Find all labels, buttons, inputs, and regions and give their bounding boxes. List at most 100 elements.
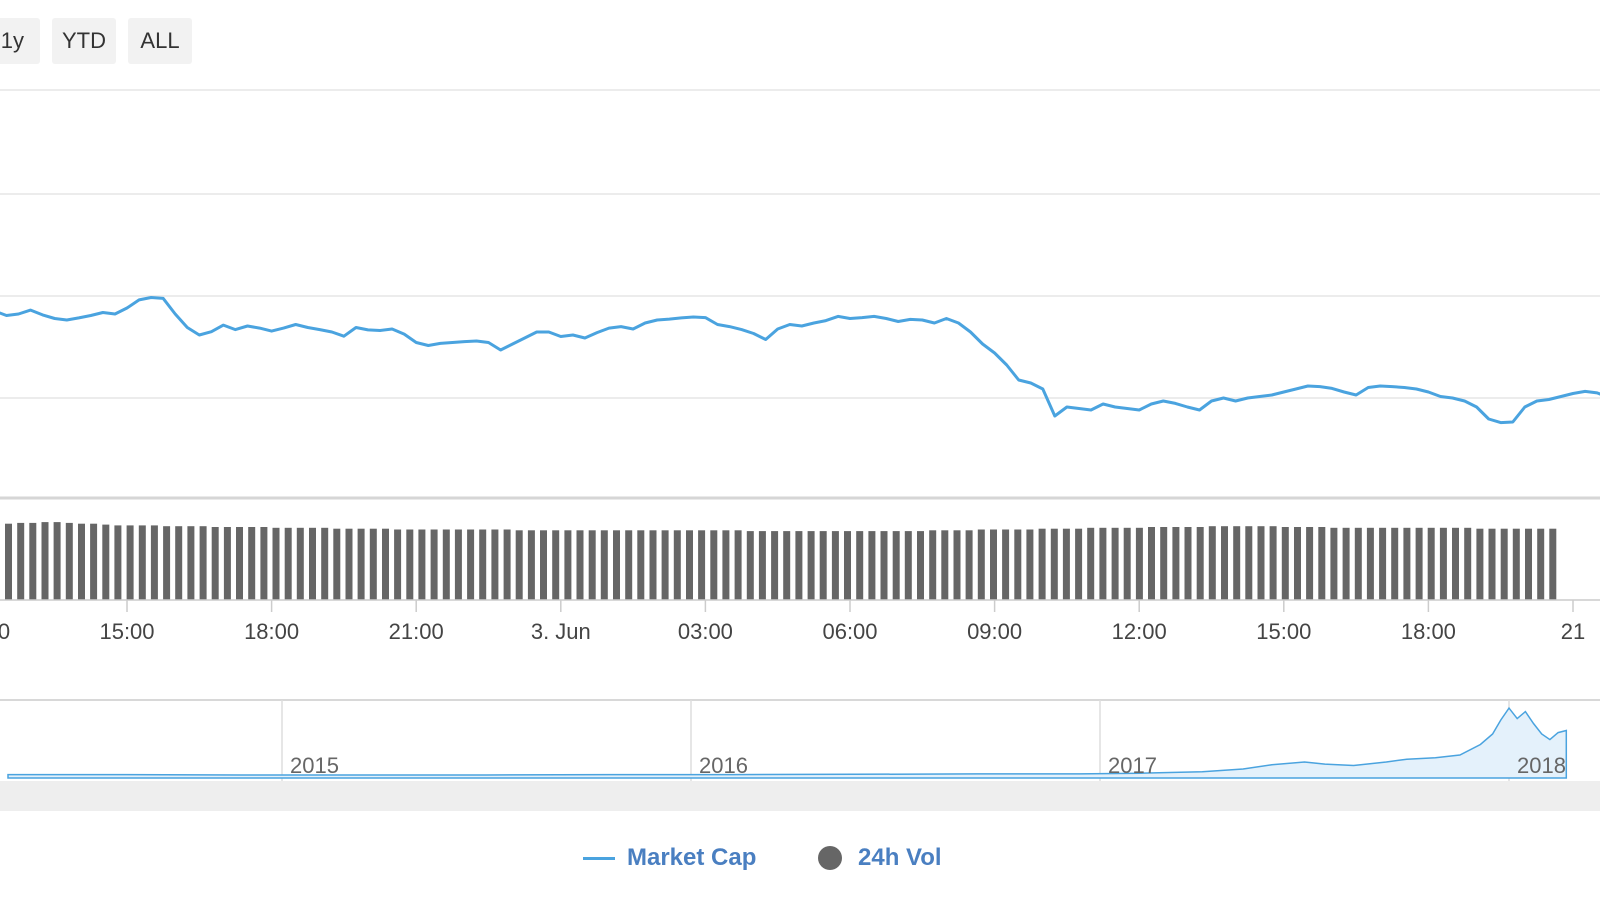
volume-bar <box>1512 528 1520 600</box>
volume-bar <box>1196 527 1204 600</box>
volume-bar <box>1330 527 1338 600</box>
volume-bar <box>929 530 937 600</box>
range-button-ytd-label: YTD <box>62 28 106 53</box>
volume-bar <box>260 527 268 600</box>
volume-bar <box>102 524 110 600</box>
volume-bar <box>1488 528 1496 600</box>
volume-bar <box>977 529 985 600</box>
volume-bar <box>1379 527 1387 600</box>
volume-bar <box>309 527 316 600</box>
volume-bar <box>637 530 645 600</box>
volume-bar <box>1342 527 1350 600</box>
volume-bar <box>1026 529 1034 600</box>
volume-bar <box>527 530 535 600</box>
x-axis-label: 12:00 <box>1112 619 1167 644</box>
legend-item-24h-vol[interactable]: 24h Vol <box>818 838 942 878</box>
volume-bar <box>613 530 620 600</box>
volume-bar <box>1099 527 1107 600</box>
x-axis-label: 18:00 <box>244 619 299 644</box>
volume-bar <box>625 530 633 600</box>
x-axis-label: 21:00 <box>389 619 444 644</box>
volume-bar <box>1111 527 1119 600</box>
x-axis-label: 15:00 <box>1256 619 1311 644</box>
volume-bar <box>1135 527 1143 600</box>
volume-bar <box>941 530 949 600</box>
volume-bar <box>673 530 681 600</box>
volume-bar <box>223 527 231 600</box>
range-button-1y[interactable]: 1y <box>0 18 40 64</box>
range-button-1y-label: 1y <box>0 28 24 53</box>
volume-bar <box>114 525 122 600</box>
volume-bar <box>175 526 183 600</box>
volume-bar <box>418 529 426 600</box>
x-axis-label: 09:00 <box>967 619 1022 644</box>
volume-bar <box>442 529 450 600</box>
volume-bar <box>844 531 851 600</box>
navigator[interactable]: 2015 2016 2017 2018 <box>0 699 1600 781</box>
volume-bar <box>345 528 353 600</box>
volume-bar <box>1354 527 1362 600</box>
volume-bar <box>382 528 389 600</box>
volume-bar <box>1549 528 1557 600</box>
volume-bar <box>41 522 49 600</box>
volume-bar <box>576 530 584 600</box>
navigator-series-area <box>7 706 1568 779</box>
volume-bar <box>746 531 754 600</box>
x-axis-labels: 0 15:00 18:00 21:00 3. Jun 03:00 06:00 09:00 12:… <box>0 619 1585 644</box>
volume-bar <box>138 525 146 600</box>
volume-bar <box>540 530 547 600</box>
volume-legend-symbol <box>818 846 842 870</box>
volume-bar <box>5 523 12 600</box>
navigator-scrollbar[interactable] <box>0 781 1600 811</box>
x-axis-label: 03:00 <box>678 619 733 644</box>
volume-bar <box>795 531 803 600</box>
navigator-year-label: 2015 <box>290 753 339 778</box>
volume-bar <box>29 522 37 600</box>
volume-bar <box>491 529 499 600</box>
volume-bar <box>1427 527 1435 600</box>
volume-bar <box>661 530 669 600</box>
volume-bar <box>163 526 171 600</box>
range-button-all[interactable]: ALL <box>128 18 192 64</box>
volume-bar <box>1087 527 1095 600</box>
volume-bar <box>357 528 365 600</box>
volume-bar <box>53 522 61 600</box>
volume-bar <box>758 531 766 600</box>
volume-bar <box>1318 527 1326 600</box>
volume-bar <box>771 531 779 600</box>
volume-bar <box>369 528 377 600</box>
range-button-all-label: ALL <box>140 28 180 53</box>
volume-bar <box>211 527 219 600</box>
market-cap-legend-symbol <box>583 856 615 860</box>
volume-bar <box>1160 527 1168 600</box>
volume-bar <box>649 530 657 600</box>
volume-bar <box>272 527 280 600</box>
volume-bar <box>65 522 73 600</box>
volume-bar <box>1269 526 1277 600</box>
volume-bar <box>1415 527 1423 600</box>
volume-bar <box>1148 527 1155 600</box>
volume-bar <box>698 530 706 600</box>
legend-item-market-cap[interactable]: Market Cap <box>583 838 756 878</box>
volume-bar <box>1233 526 1241 600</box>
volume-bar <box>1391 527 1399 600</box>
range-button-ytd[interactable]: YTD <box>52 18 116 64</box>
volume-bar <box>1075 528 1083 600</box>
volume-bar <box>1294 527 1301 600</box>
volume-bar <box>1184 527 1192 600</box>
x-axis-ticks <box>126 600 1574 612</box>
volume-bar <box>1525 528 1532 600</box>
volume-bar <box>187 526 195 600</box>
volume-bar <box>296 527 304 600</box>
volume-bar <box>856 531 864 600</box>
volume-bar <box>686 530 693 600</box>
volume-bar <box>515 530 523 600</box>
volume-bar <box>880 531 888 600</box>
volume-bar <box>1281 527 1289 600</box>
volume-bar <box>503 529 511 600</box>
volume-bar <box>734 530 742 600</box>
x-axis-label: 3. Jun <box>531 619 591 644</box>
volume-bar <box>1172 527 1180 600</box>
volume-bar <box>892 531 900 600</box>
